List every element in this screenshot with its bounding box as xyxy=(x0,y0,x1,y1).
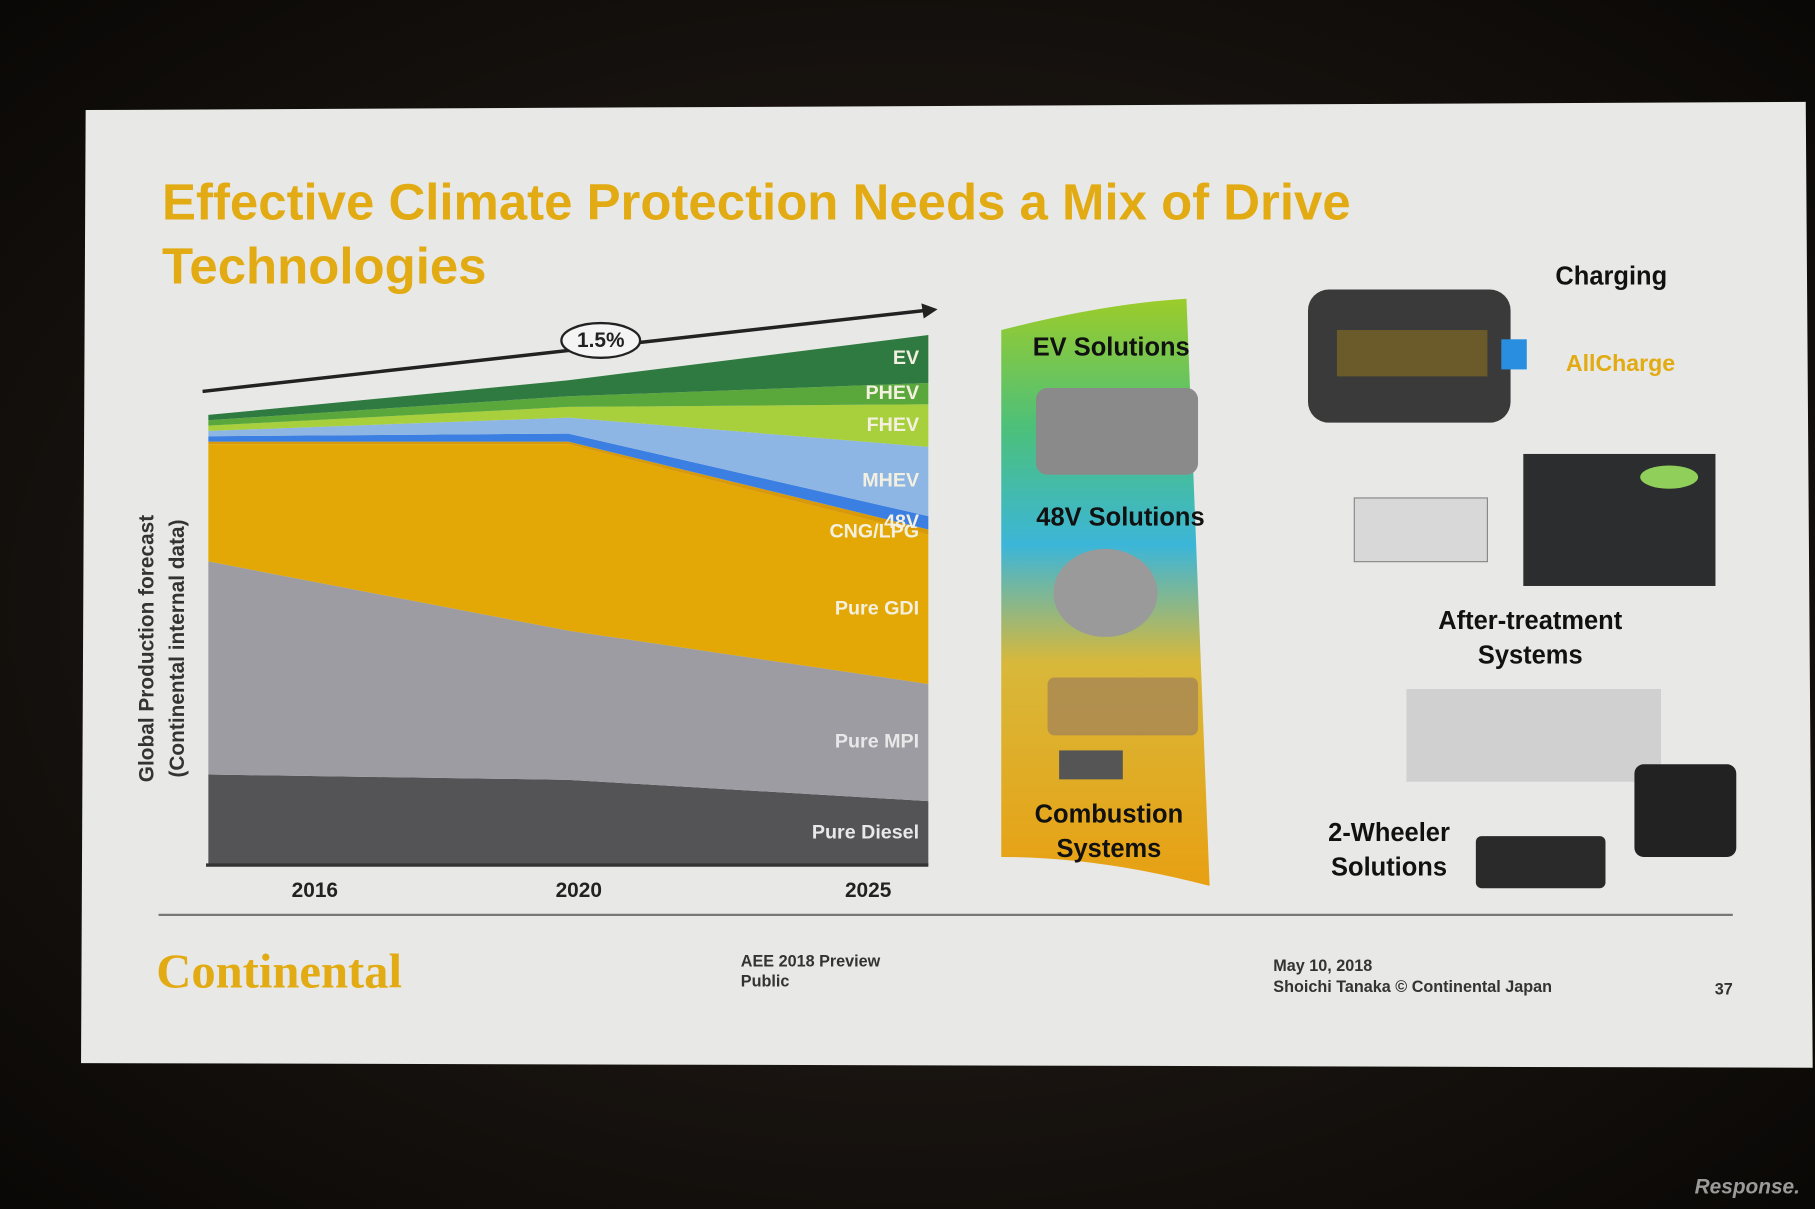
arrow-head xyxy=(921,303,938,319)
footer-classification: Public xyxy=(741,972,790,990)
charger-detail xyxy=(1336,330,1488,377)
ev-component-image xyxy=(1035,387,1199,475)
allcharge-logo: AllCharge xyxy=(1566,350,1675,376)
series-label: Pure MPI xyxy=(835,731,919,753)
area xyxy=(208,444,929,684)
solution-label: EV Solutions xyxy=(1033,333,1190,361)
charging-label: Charging xyxy=(1555,263,1667,291)
y-axis-label: (Continental internal data) xyxy=(166,519,189,777)
series-label: PHEV xyxy=(866,382,920,404)
inverter-image xyxy=(1353,497,1488,563)
injector-image xyxy=(1047,677,1199,736)
series-label: MHEV xyxy=(862,470,919,492)
series-label: CNG/LPG xyxy=(829,520,919,542)
slide-title-line2: Technologies xyxy=(162,237,486,294)
annotation-oval xyxy=(560,321,642,359)
annotation: 1.5% xyxy=(577,329,624,352)
area xyxy=(208,417,929,517)
footer-event: AEE 2018 Preview xyxy=(741,953,881,971)
x-tick-label: 2016 xyxy=(292,879,338,902)
watermark: Response. xyxy=(1695,1176,1800,1199)
area xyxy=(208,404,929,447)
title: Effective Climate Protection Needs a Mix… xyxy=(162,174,1351,295)
area xyxy=(208,335,929,421)
series-label: EV xyxy=(893,347,919,369)
two-wheeler-unit-image xyxy=(1634,764,1737,857)
48v-component-image xyxy=(1053,548,1158,637)
continental-logo: Continental xyxy=(156,944,402,998)
ecu-image xyxy=(1059,750,1123,780)
two-wheeler-ecu-image xyxy=(1475,836,1606,889)
series-label: FHEV xyxy=(867,414,919,436)
footer-author: Shoichi Tanaka © Continental Japan xyxy=(1273,978,1552,996)
aftertreatment-label: After-treatment Systems xyxy=(1438,607,1622,670)
car-light xyxy=(1640,465,1699,489)
slide-title-line1: Effective Climate Protection Needs a Mix… xyxy=(162,174,1351,231)
two-wheeler-label: 2-Wheeler Solutions xyxy=(1328,819,1450,882)
growth-arrow xyxy=(202,308,927,394)
y-axis-label: Global Production forecast xyxy=(136,515,159,782)
page-number: 37 xyxy=(1715,980,1733,998)
series-label: Pure GDI xyxy=(835,598,919,620)
area xyxy=(208,774,929,866)
footer-date: May 10, 2018 xyxy=(1273,957,1372,975)
x-tick-label: 2020 xyxy=(556,879,602,902)
solution-label: Combustion Systems xyxy=(1035,800,1184,863)
area xyxy=(208,382,929,426)
x-tick-label: 2025 xyxy=(845,879,891,902)
series-label: 48V xyxy=(884,511,919,533)
aftertreatment-image xyxy=(1406,689,1662,782)
area xyxy=(208,561,929,802)
charger-connector xyxy=(1501,339,1527,370)
solution-label: 48V Solutions xyxy=(1036,504,1204,532)
series-label: Pure Diesel xyxy=(812,821,919,843)
